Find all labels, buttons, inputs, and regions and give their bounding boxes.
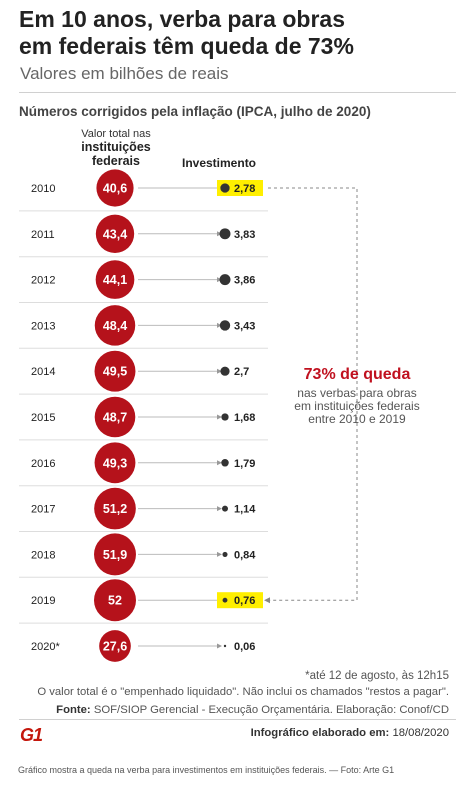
source-text: SOF/SIOP Gerencial - Execução Orçamentár… bbox=[93, 704, 449, 716]
investment-value-label: 3,86 bbox=[234, 275, 255, 287]
connector-arrow bbox=[217, 460, 222, 466]
credit-date: 18/08/2020 bbox=[392, 727, 449, 739]
connector-arrow bbox=[217, 368, 222, 374]
total-value-label: 48,4 bbox=[103, 319, 127, 333]
total-bubble bbox=[94, 396, 136, 438]
decline-bracket bbox=[268, 187, 358, 601]
total-value-label: 40,6 bbox=[103, 182, 127, 196]
total-value-label: 51,9 bbox=[103, 548, 127, 562]
investment-value-label: 2,7 bbox=[234, 366, 249, 378]
total-bubble bbox=[94, 350, 136, 392]
total-value-label: 49,3 bbox=[103, 456, 127, 470]
decline-text-3: entre 2010 e 2019 bbox=[308, 412, 406, 426]
investment-column-header: Investimento bbox=[182, 156, 257, 170]
year-label: 2018 bbox=[31, 549, 55, 561]
total-bubble bbox=[94, 487, 136, 530]
investment-value-label: 1,14 bbox=[234, 504, 256, 516]
year-label: 2020* bbox=[31, 641, 60, 653]
year-label: 2011 bbox=[31, 229, 55, 241]
investment-value-label: 3,83 bbox=[234, 229, 255, 241]
highlight-box bbox=[217, 180, 263, 196]
total-value-label: 52 bbox=[108, 594, 122, 608]
year-label: 2013 bbox=[31, 320, 55, 332]
image-caption: Gráfico mostra a queda na verba para inv… bbox=[18, 765, 395, 775]
decline-headline: 73% de queda bbox=[303, 366, 411, 383]
investment-dot bbox=[221, 413, 229, 421]
connector-arrow bbox=[217, 414, 222, 420]
year-label: 2017 bbox=[31, 504, 55, 516]
investment-value-label: 2,78 bbox=[234, 183, 255, 195]
investment-value-label: 3,43 bbox=[234, 320, 255, 332]
investment-value-label: 0,06 bbox=[234, 641, 255, 653]
total-bubble bbox=[94, 442, 136, 484]
total-value-label: 48,7 bbox=[103, 411, 127, 425]
total-value-label: 49,5 bbox=[103, 365, 127, 379]
chart-title: Em 10 anos, verba para obras em federais… bbox=[19, 6, 354, 60]
investment-dot bbox=[223, 644, 227, 648]
year-label: 2016 bbox=[31, 458, 55, 470]
total-bubble bbox=[94, 579, 136, 622]
section-heading: Números corrigidos pela inflação (IPCA, … bbox=[19, 104, 371, 119]
total-bubble bbox=[94, 305, 136, 346]
investment-value-label: 0,76 bbox=[234, 595, 255, 607]
total-bubble bbox=[95, 214, 135, 253]
decline-text-2: em instituições federais bbox=[294, 399, 420, 413]
total-column-label-2: instituições federais bbox=[81, 140, 151, 168]
total-column-header: Valor total nas instituições federais bbox=[60, 128, 172, 168]
total-bubble bbox=[95, 260, 135, 299]
year-label: 2015 bbox=[31, 412, 55, 424]
divider bbox=[19, 92, 456, 93]
connector-arrow bbox=[217, 506, 222, 512]
total-value-label: 43,4 bbox=[103, 227, 127, 241]
methodology-note: O valor total é o "empenhado liquidado".… bbox=[37, 686, 449, 698]
investment-dot bbox=[219, 320, 231, 331]
chart-subtitle: Valores em bilhões de reais bbox=[20, 64, 229, 83]
connector-arrow bbox=[217, 231, 222, 237]
connector-arrow bbox=[217, 643, 222, 649]
connector-arrow bbox=[217, 551, 222, 557]
connector-arrow bbox=[217, 322, 222, 328]
year-label: 2019 bbox=[31, 595, 55, 607]
investment-dot bbox=[219, 274, 231, 286]
highlight-box bbox=[217, 592, 263, 609]
total-value-label: 51,2 bbox=[103, 502, 127, 516]
investment-dot bbox=[221, 459, 229, 467]
investment-dot bbox=[220, 183, 230, 193]
year-label: 2012 bbox=[31, 275, 55, 287]
investment-dot bbox=[220, 366, 230, 376]
year-label: 2014 bbox=[31, 366, 55, 378]
source-line: Fonte: SOF/SIOP Gerencial - Execução Orç… bbox=[56, 704, 449, 716]
year-label: 2010 bbox=[31, 183, 55, 195]
bottom-divider bbox=[19, 719, 456, 720]
total-column-label-1: Valor total nas bbox=[81, 128, 151, 140]
g1-logo: G1 bbox=[20, 725, 43, 745]
investment-value-label: 1,68 bbox=[234, 412, 255, 424]
bracket-arrow bbox=[264, 597, 270, 604]
total-bubble bbox=[96, 169, 134, 207]
investment-dot bbox=[219, 228, 231, 240]
investment-value-label: 0,84 bbox=[234, 549, 256, 561]
investment-dot bbox=[222, 505, 228, 512]
investment-dot bbox=[222, 551, 228, 557]
decline-text-1: nas verbas para obras bbox=[297, 386, 417, 400]
title-line-1: Em 10 anos, verba para obras bbox=[19, 6, 345, 32]
investment-value-label: 1,79 bbox=[234, 458, 255, 470]
decline-annotation: 73% de queda nas verbas para obras em in… bbox=[282, 366, 432, 426]
title-line-2: em federais têm queda de 73% bbox=[19, 33, 354, 59]
total-bubble bbox=[99, 630, 131, 662]
total-bubble bbox=[94, 533, 136, 576]
source-label: Fonte: bbox=[56, 704, 91, 716]
total-value-label: 44,1 bbox=[103, 273, 127, 287]
investment-dot bbox=[222, 597, 228, 603]
total-value-label: 27,6 bbox=[103, 640, 127, 654]
credit-label: Infográfico elaborado em: bbox=[250, 727, 390, 739]
footnote: *até 12 de agosto, às 12h15 bbox=[305, 670, 449, 682]
credit-line: Infográfico elaborado em: 18/08/2020 bbox=[251, 727, 449, 739]
